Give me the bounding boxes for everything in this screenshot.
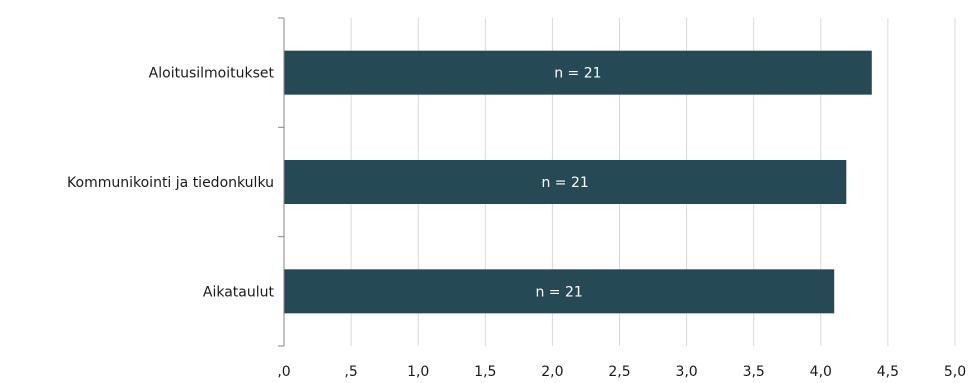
x-tick-label: ,5 [344, 364, 357, 379]
bar-2 [284, 160, 847, 204]
bar-1 [284, 50, 872, 95]
bar-data-label: n = 21 [541, 175, 588, 191]
x-tick-label: 2,5 [608, 364, 630, 379]
x-tick-label: ,0 [277, 364, 290, 379]
bar-data-label: n = 21 [535, 284, 582, 300]
axes [278, 17, 285, 347]
x-tick-label: 1,5 [474, 364, 496, 379]
x-tick-label: 3,0 [675, 364, 697, 379]
x-tick-label: 2,0 [541, 364, 563, 379]
category-label: Aloitusilmoitukset [149, 66, 275, 82]
category-label: Aikataulut [203, 284, 275, 300]
x-tick-label: 4,5 [877, 364, 899, 379]
x-tick-label: 3,5 [743, 364, 765, 379]
bar-data-label: n = 21 [554, 66, 601, 82]
x-tick-label: 4,0 [810, 364, 832, 379]
bar-3 [284, 269, 835, 314]
category-label: Kommunikointi ja tiedonkulku [67, 175, 274, 191]
x-tick-label: 1,0 [407, 364, 429, 379]
bars [284, 50, 872, 314]
x-tick-label: 5,0 [944, 364, 966, 379]
labels: n = 21 Aloitusilmoitukset n = 21 Kommunikoi… [67, 66, 966, 380]
